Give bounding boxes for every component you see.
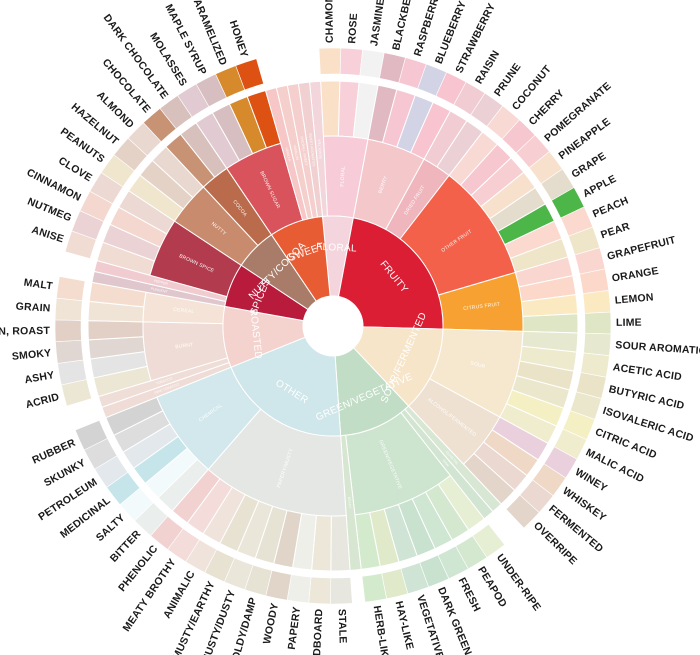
flavor-label-raisin: RAISIN	[473, 48, 502, 86]
subcategory-label-black-tea: BLACK TEA	[317, 139, 322, 159]
flavor-label-grain: GRAIN	[15, 301, 51, 315]
subcategory-label-tobacco: TOBACCO	[155, 376, 173, 385]
flavor-label-clove: CLOVE	[56, 155, 94, 185]
flavor-label-grapefruit: GRAPEFRUIT	[606, 234, 677, 263]
flavor-bar-grain	[54, 297, 83, 321]
subcategory-label-pungent: PUNGENT	[150, 287, 168, 295]
flavor-label-rose: ROSE	[346, 13, 360, 44]
flavor-label-brown-roast: BROWN, ROAST	[0, 325, 51, 338]
flavor-label-nutmeg: NUTMEG	[26, 196, 74, 225]
flavor-label-anise: ANISE	[30, 224, 65, 246]
flavor-label-meaty-brothy: MEATY BROTHY	[121, 557, 179, 634]
flavor-label-herb-like: HERB-LIKE	[371, 605, 392, 655]
flavor-bar-cardboard	[308, 576, 332, 605]
wheel-rings	[87, 80, 579, 572]
flavor-label-butyric-acid: BUTYRIC ACID	[608, 383, 686, 412]
subcategory-label-vanilla: VANILLA	[284, 147, 292, 162]
flavor-label-smoky: SMOKY	[11, 347, 51, 363]
flavor-bar-malt	[56, 276, 86, 302]
flavor-bar-sour-aromatics	[583, 332, 612, 357]
flavor-label-sour-aromatics: SOUR AROMATICS	[615, 339, 700, 358]
category-label-roasted: ROASTED	[247, 308, 263, 359]
category-label-floral: FLORAL	[316, 242, 357, 255]
flavor-segment-brown-roast	[87, 320, 144, 341]
flavor-bar-herb-like	[361, 572, 387, 603]
subcategory-label-sweet-aromatics: SWEET AROMATICS	[308, 133, 316, 168]
flavor-label-papery: PAPERY	[286, 606, 303, 650]
flavor-label-grape: GRAPE	[569, 150, 608, 181]
flavor-bar-chamomile	[318, 47, 342, 75]
subcategory-label-raw: RAW	[442, 459, 451, 468]
flavor-label-acetic-acid: ACETIC ACID	[612, 361, 683, 383]
subcategory-label-vanillin: VANILLIN	[292, 145, 299, 161]
flavor-label-woody: WOODY	[261, 602, 281, 645]
flavor-bar-lime	[584, 311, 612, 335]
flavor-label-peach: PEACH	[591, 195, 630, 221]
flavor-label-ashy: ASHY	[24, 369, 56, 386]
subcategory-label-berry: BERRY	[378, 175, 390, 195]
flavor-label-honey: HONEY	[227, 19, 250, 59]
flavor-segment-chamomile	[320, 80, 341, 137]
wheel-center-hole	[303, 296, 363, 356]
flavor-label-jasmine: JASMINE	[368, 0, 387, 47]
subcategory-label-burnt: BURNT	[175, 342, 194, 350]
flavor-label-lime: LIME	[616, 317, 642, 329]
flavor-label-fresh: FRESH	[456, 576, 483, 614]
flavor-bar-honey	[235, 58, 264, 91]
flavor-label-salty: SALTY	[94, 512, 128, 544]
flavor-label-lemon: LEMON	[614, 291, 654, 306]
flavor-label-malt: MALT	[23, 277, 54, 293]
flavor-bar-brown-roast	[54, 319, 82, 343]
flavor-label-winey: WINEY	[573, 466, 610, 494]
flavor-label-pear: PEAR	[599, 220, 631, 241]
flavor-bar-overripe	[505, 494, 540, 529]
subcategory-label-cereal: CEREAL	[173, 307, 195, 315]
flavor-bar-rubber	[74, 419, 108, 451]
subcategory-label-citrus-fruit: CITRUS FRUIT	[463, 301, 501, 312]
subcategory-label-floral: FLORAL	[339, 166, 346, 187]
flavor-label-apple: APPLE	[581, 173, 618, 200]
flavor-label-chamomile: CHAMOMILE	[323, 0, 336, 43]
subcategory-label-sour: SOUR	[470, 360, 486, 370]
subcategory-label-beany: BEANY	[347, 497, 352, 510]
flavor-label-acrid: ACRID	[24, 391, 60, 411]
flavor-label-pomegranate: POMEGRANATE	[542, 80, 613, 144]
flavor-bar-rose	[339, 47, 363, 76]
subcategory-label-pepper: PEPPER	[154, 279, 169, 286]
flavor-label-cardboard: CARDBOARD	[310, 608, 325, 655]
flavor-bars	[54, 47, 612, 605]
subcategory-label-overall-sweet: OVERALL SWEET	[300, 136, 309, 167]
flavor-bar-smoky	[55, 339, 84, 364]
flavor-segment-stale	[330, 515, 351, 572]
flavor-label-orange: ORANGE	[611, 265, 660, 285]
flavor-segment-lime	[522, 313, 579, 334]
flavor-label-stale: STALE	[336, 609, 349, 644]
flavor-label-hay-like: HAY-LIKE	[393, 600, 416, 651]
flavor-bar-stale	[330, 577, 353, 605]
flavor-bar-lemon	[582, 290, 611, 314]
